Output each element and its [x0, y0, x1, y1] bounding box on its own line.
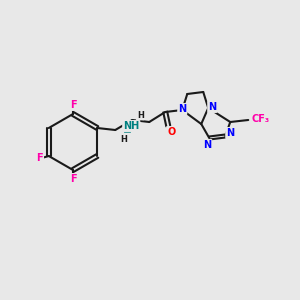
Text: F: F — [70, 100, 76, 110]
Text: N: N — [226, 128, 234, 138]
Text: H: H — [120, 134, 127, 143]
Text: NH: NH — [123, 121, 140, 131]
Text: N: N — [178, 104, 186, 114]
Text: F: F — [36, 153, 43, 163]
Text: N: N — [203, 140, 211, 150]
Text: F: F — [70, 174, 76, 184]
Text: O: O — [167, 127, 176, 137]
Text: H: H — [137, 110, 144, 119]
Text: N: N — [208, 102, 216, 112]
Text: CF₃: CF₃ — [251, 114, 269, 124]
Polygon shape — [124, 120, 132, 132]
